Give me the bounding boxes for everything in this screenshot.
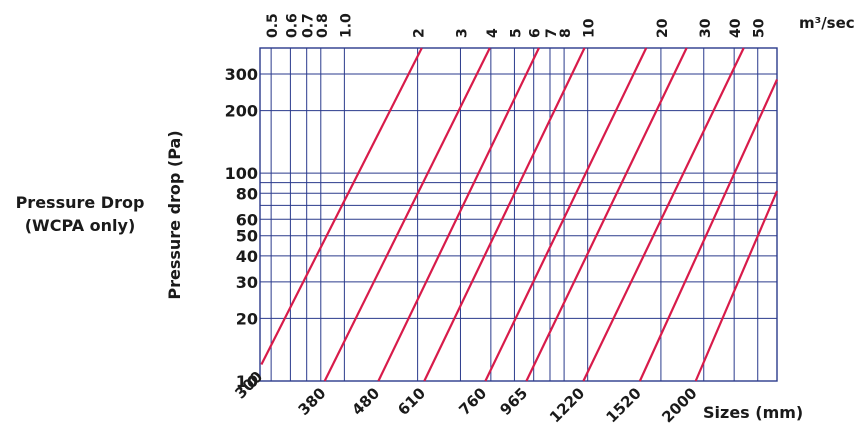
series-line: [323, 47, 491, 382]
y-tick-label: 20: [236, 309, 258, 328]
y-tick-label: 50: [236, 227, 258, 246]
x-top-tick-label: 40: [728, 18, 744, 38]
y-tick-label: 10: [236, 372, 258, 391]
bottom-axis-title: Sizes (mm): [703, 403, 803, 422]
x-top-tick-label: 4: [485, 28, 501, 38]
y-tick-label: 200: [225, 102, 258, 121]
y-tick-label: 300: [225, 65, 258, 84]
x-top-tick-label: 1.0: [338, 13, 354, 38]
y-tick-label: 30: [236, 273, 258, 292]
side-label-line2: (WCPA only): [24, 216, 136, 235]
y-tick-label: 100: [225, 164, 258, 183]
x-top-tick-label: 8: [558, 28, 574, 38]
size-label: 965: [496, 384, 531, 419]
top-axis-unit: m³/sec: [799, 14, 855, 32]
y-tick-label: 60: [236, 210, 258, 229]
x-top-tick-label: 2: [412, 28, 428, 38]
x-top-tick-label: 0.5: [265, 13, 281, 38]
x-top-tick-label: 7: [544, 28, 560, 38]
size-label: 760: [455, 384, 490, 419]
plot-frame: [259, 47, 778, 382]
x-top-tick-label: 0.6: [284, 13, 300, 38]
size-label: 1520: [603, 384, 645, 426]
size-label: 1220: [546, 384, 588, 426]
series-line: [525, 47, 688, 382]
x-top-tick-label: 3: [454, 28, 470, 38]
x-top-tick-label: 20: [655, 18, 671, 38]
series-line: [260, 47, 423, 365]
x-top-tick-label: 0.8: [315, 13, 331, 38]
x-top-tick-label: 30: [698, 18, 714, 38]
size-label: 610: [394, 384, 429, 419]
y-axis-title: Pressure drop (Pa): [165, 130, 184, 299]
series-line: [423, 47, 586, 382]
y-tick-label: 80: [236, 184, 258, 203]
series-line: [377, 47, 540, 382]
series-line: [484, 47, 648, 382]
x-top-tick-label: 10: [582, 18, 598, 38]
size-label: 380: [295, 384, 330, 419]
x-top-tick-label: 6: [528, 28, 544, 38]
x-top-tick-label: 0.7: [301, 13, 317, 38]
x-top-tick-label: 5: [508, 28, 524, 38]
size-label: 2000: [658, 384, 700, 426]
series-line: [638, 79, 779, 382]
x-top-tick-label: 50: [752, 18, 768, 38]
series-line: [694, 190, 779, 382]
size-label: 480: [348, 384, 383, 419]
side-label-line1: Pressure Drop: [15, 193, 145, 212]
y-tick-label: 40: [236, 247, 258, 266]
series-line: [582, 47, 745, 382]
